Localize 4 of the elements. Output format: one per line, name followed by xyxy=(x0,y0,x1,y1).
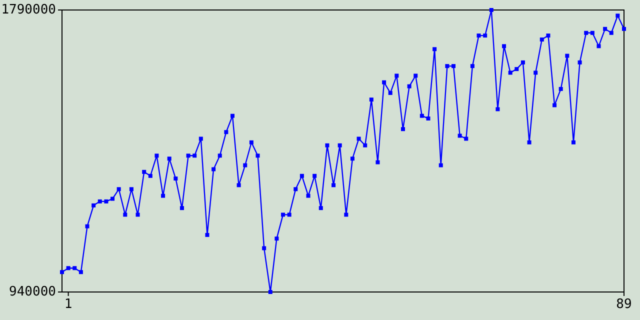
x-tick-label: 1 xyxy=(64,297,72,312)
x-tick-label: 89 xyxy=(616,297,632,312)
y-tick-label: 940000 xyxy=(9,284,56,300)
y-tick-label: 1790000 xyxy=(1,2,56,18)
